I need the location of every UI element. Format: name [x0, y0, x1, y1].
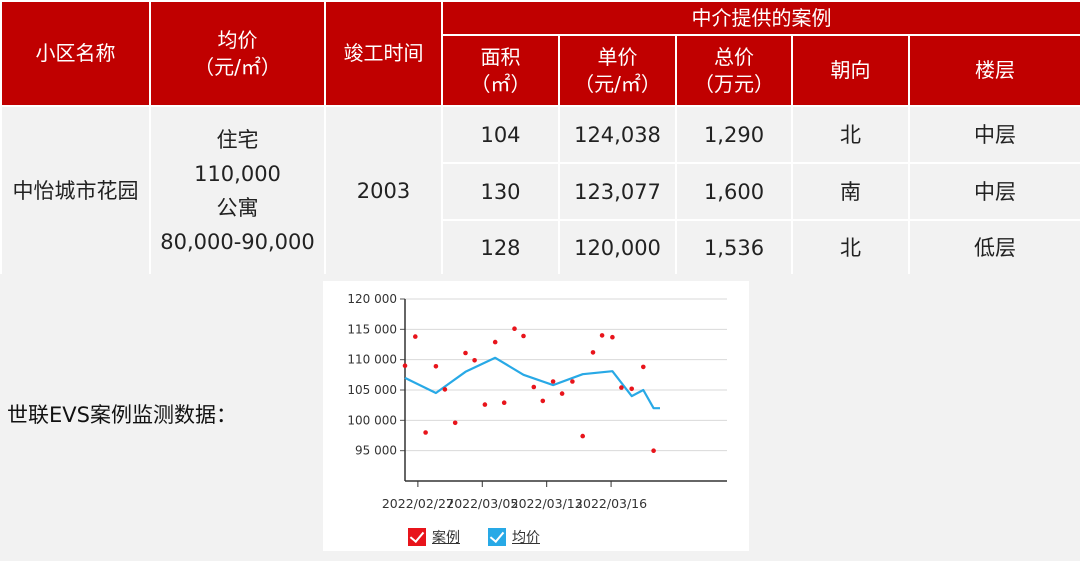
avg-price-line: [404, 356, 660, 410]
y-tick-label: 105 000: [347, 383, 397, 397]
y-tick-label: 110 000: [347, 353, 397, 367]
case-orientation: 北: [791, 105, 910, 164]
legend-item-avg[interactable]: 均价: [488, 527, 540, 547]
y-tick-label: 115 000: [347, 322, 397, 336]
header-area: 面积 （㎡）: [441, 34, 560, 107]
case-point: [442, 387, 448, 392]
case-orientation: 北: [791, 219, 910, 276]
case-area: 130: [441, 162, 560, 221]
evs-chart: 95 000 100 000 105 000 110 000 115 000 120 00…: [323, 281, 749, 551]
case-point: [423, 430, 428, 435]
header-floor: 楼层: [907, 34, 1080, 107]
case-total-price: 1,536: [675, 219, 793, 276]
case-unit-price: 120,000: [558, 219, 677, 276]
avg-price-values: 住宅 110,000 公寓 80,000-90,000: [149, 105, 326, 276]
case-point: [501, 400, 507, 405]
case-point: [452, 420, 458, 426]
case-point: [413, 334, 418, 339]
header-completion: 竣工时间: [324, 0, 443, 107]
case-point: [531, 384, 537, 390]
case-area: 128: [441, 219, 560, 276]
community-name: 中怡城市花园: [0, 105, 151, 276]
case-point: [599, 333, 605, 338]
case-table: 小区名称 均价 （元/㎡） 竣工时间 中介提供的案例 面积 （㎡） 单价 （元/㎡） …: [0, 0, 1080, 276]
case-unit-price: 123,077: [558, 162, 677, 221]
y-tick-label: 100 000: [347, 413, 397, 427]
case-point: [590, 350, 596, 355]
header-total-price: 总价 （万元）: [675, 34, 793, 107]
legend-item-cases[interactable]: 案例: [408, 527, 460, 547]
case-unit-price: 124,038: [558, 105, 677, 164]
table-row: 128 120,000 1,536 北 低层: [1, 219, 1080, 276]
chart-legend: 案例 均价: [408, 527, 568, 547]
case-total-price: 1,600: [675, 162, 793, 221]
case-point: [482, 402, 488, 407]
legend-label-avg: 均价: [512, 530, 540, 546]
table-row: 130 123,077 1,600 南 中层: [1, 162, 1080, 221]
completion-year: 2003: [324, 105, 443, 276]
case-point: [619, 385, 624, 390]
case-point: [641, 364, 646, 370]
header-unit-price: 单价 （元/㎡）: [558, 34, 677, 107]
case-point: [512, 326, 517, 331]
case-point: [559, 391, 565, 396]
case-point: [521, 333, 526, 339]
x-tick-label: 2022/03/16: [575, 496, 647, 511]
case-point: [570, 379, 575, 384]
evs-label: 世联EVS案例监测数据：: [7, 403, 237, 427]
case-point: [651, 448, 656, 453]
case-point: [540, 398, 546, 404]
case-orientation: 南: [791, 162, 910, 221]
case-point: [550, 379, 556, 384]
x-tick-label: 2022/03/13: [511, 496, 583, 511]
legend-label-cases: 案例: [432, 530, 460, 546]
x-tick-label: 2022/02/27: [382, 496, 454, 511]
case-floor: 中层: [907, 105, 1080, 164]
case-point: [580, 433, 585, 439]
header-community: 小区名称: [0, 0, 151, 107]
case-point: [610, 334, 615, 340]
header-agency-cases: 中介提供的案例: [440, 0, 1080, 36]
header-orientation: 朝向: [791, 34, 910, 107]
case-floor: 中层: [907, 162, 1080, 221]
table-row: 中怡城市花园 住宅 110,000 公寓 80,000-90,000 2003 …: [0, 105, 1080, 276]
x-tick-label: 2022/03/05: [446, 496, 518, 511]
y-tick-label: 95 000: [355, 444, 397, 458]
chart-svg: 95 000 100 000 105 000 110 000 115 000 120 00…: [347, 292, 727, 511]
case-point: [433, 364, 439, 369]
checkbox-checked-icon[interactable]: [408, 528, 426, 546]
case-area: 104: [441, 105, 560, 164]
case-point: [402, 363, 408, 368]
case-floor: 低层: [907, 219, 1080, 276]
case-point: [472, 358, 477, 363]
header-avg-price: 均价 （元/㎡）: [149, 0, 326, 107]
case-total-price: 1,290: [675, 105, 793, 164]
y-tick-label: 120 000: [347, 292, 397, 306]
checkbox-checked-icon[interactable]: [488, 528, 506, 546]
case-point: [463, 350, 468, 356]
case-point: [629, 386, 634, 392]
case-point: [492, 339, 498, 345]
